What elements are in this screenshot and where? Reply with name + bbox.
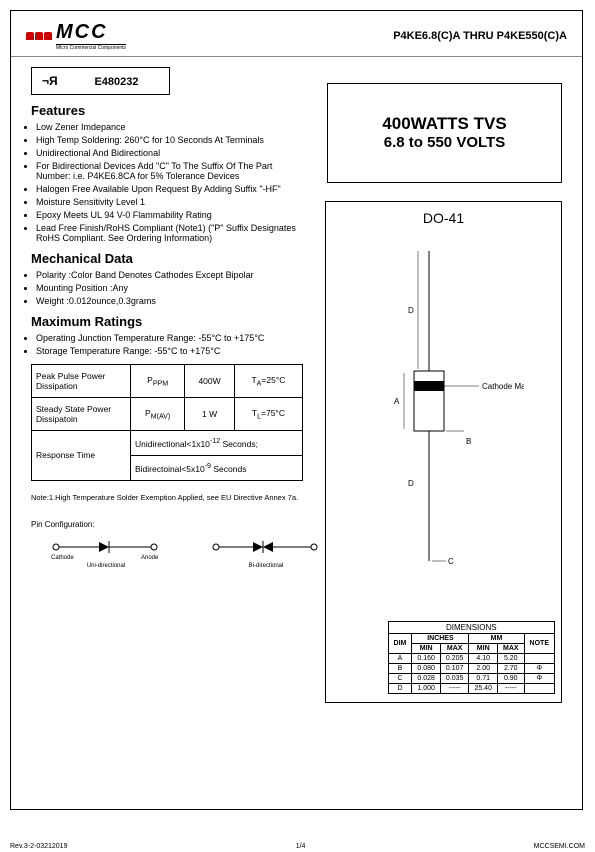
list-item: Low Zener Imdepance (36, 122, 296, 132)
logo-subtitle: Micro Commercial Components (56, 44, 126, 51)
table-row: B0.0800.1072.002.70Φ (388, 664, 554, 674)
svg-text:B: B (466, 437, 471, 446)
dim-hdr-mm: MM (469, 634, 524, 644)
dim-hdr-inches: INCHES (412, 634, 469, 644)
header: MCC Micro Commercial Components P4KE6.8(… (11, 11, 582, 57)
part-number: P4KE6.8(C)A THRU P4KE550(C)A (393, 30, 567, 42)
svg-text:D: D (408, 479, 414, 488)
cert-code: E480232 (94, 76, 138, 88)
svg-text:Cathode Mark: Cathode Mark (482, 382, 524, 391)
table-row: Peak Pulse Power Dissipation PPPM 400W T… (32, 365, 303, 398)
svg-text:Anode: Anode (141, 555, 159, 561)
package-box: DO-41 D A B D C Cathode Mark DIMENSIONS … (325, 201, 562, 703)
list-item: Mounting Position :Any (36, 283, 296, 293)
list-item: For Bidirectional Devices Add "C" To The… (36, 161, 296, 181)
svg-text:C: C (448, 557, 454, 566)
bi-symbol: Bi-directional (211, 539, 321, 569)
title-line2: 6.8 to 550 VOLTS (328, 134, 561, 151)
list-item: Weight :0.012ounce,0.3grams (36, 296, 296, 306)
list-item: Moisture Sensitivity Level 1 (36, 197, 296, 207)
svg-text:Cathode: Cathode (51, 555, 74, 561)
features-list: Low Zener Imdepance High Temp Soldering:… (36, 122, 296, 243)
logo-text: MCC (56, 21, 108, 43)
max-ratings-list: Operating Junction Temperature Range: -5… (36, 333, 296, 356)
logo: MCC Micro Commercial Components (26, 21, 126, 51)
mechanical-list: Polarity :Color Band Denotes Cathodes Ex… (36, 270, 296, 306)
dimensions-table: DIMENSIONS DIM INCHES MM NOTE MINMAX MIN… (388, 621, 555, 694)
ratings-table: Peak Pulse Power Dissipation PPPM 400W T… (31, 364, 303, 481)
list-item: Storage Temperature Range: -55°C to +175… (36, 346, 296, 356)
package-diagram: D A B D C Cathode Mark (364, 231, 524, 591)
table-row: Steady State Power Dissipatoin PM(AV) 1 … (32, 398, 303, 431)
uni-symbol: Cathode Anode Uni-directional (51, 539, 161, 569)
cert-box: ¬Я E480232 (31, 67, 170, 95)
svg-text:A: A (394, 397, 400, 406)
footer: Rev.3-2-03212019 1/4 MCCSEMI.COM (10, 843, 585, 850)
dim-hdr-dim: DIM (388, 634, 412, 654)
list-item: Lead Free Finish/RoHS Compliant (Note1) … (36, 223, 296, 243)
footer-rev: Rev.3-2-03212019 (10, 843, 67, 850)
list-item: Epoxy Meets UL 94 V-0 Flammability Ratin… (36, 210, 296, 220)
list-item: Unidirectional And Bidirectional (36, 148, 296, 158)
svg-text:¬Я: ¬Я (42, 75, 58, 87)
list-item: Polarity :Color Band Denotes Cathodes Ex… (36, 270, 296, 280)
footer-site: MCCSEMI.COM (534, 843, 585, 850)
table-row: D1.000-----25.40----- (388, 684, 554, 694)
list-item: High Temp Soldering: 260°C for 10 Second… (36, 135, 296, 145)
dim-hdr-note: NOTE (524, 634, 554, 654)
list-item: Halogen Free Available Upon Request By A… (36, 184, 296, 194)
title-box: 400WATTS TVS 6.8 to 550 VOLTS (327, 83, 562, 183)
svg-text:D: D (408, 306, 414, 315)
table-row: A0.1600.2054.105.20 (388, 654, 554, 664)
page-frame: MCC Micro Commercial Components P4KE6.8(… (10, 10, 583, 810)
table-row: C0.0280.0350.710.90Φ (388, 674, 554, 684)
footer-page: 1/4 (296, 843, 306, 850)
title-line1: 400WATTS TVS (328, 114, 561, 134)
dim-title: DIMENSIONS (388, 622, 554, 634)
package-name: DO-41 (326, 210, 561, 226)
table-row: Response Time Unidirectional<1x10-12 Sec… (32, 431, 303, 456)
list-item: Operating Junction Temperature Range: -5… (36, 333, 296, 343)
